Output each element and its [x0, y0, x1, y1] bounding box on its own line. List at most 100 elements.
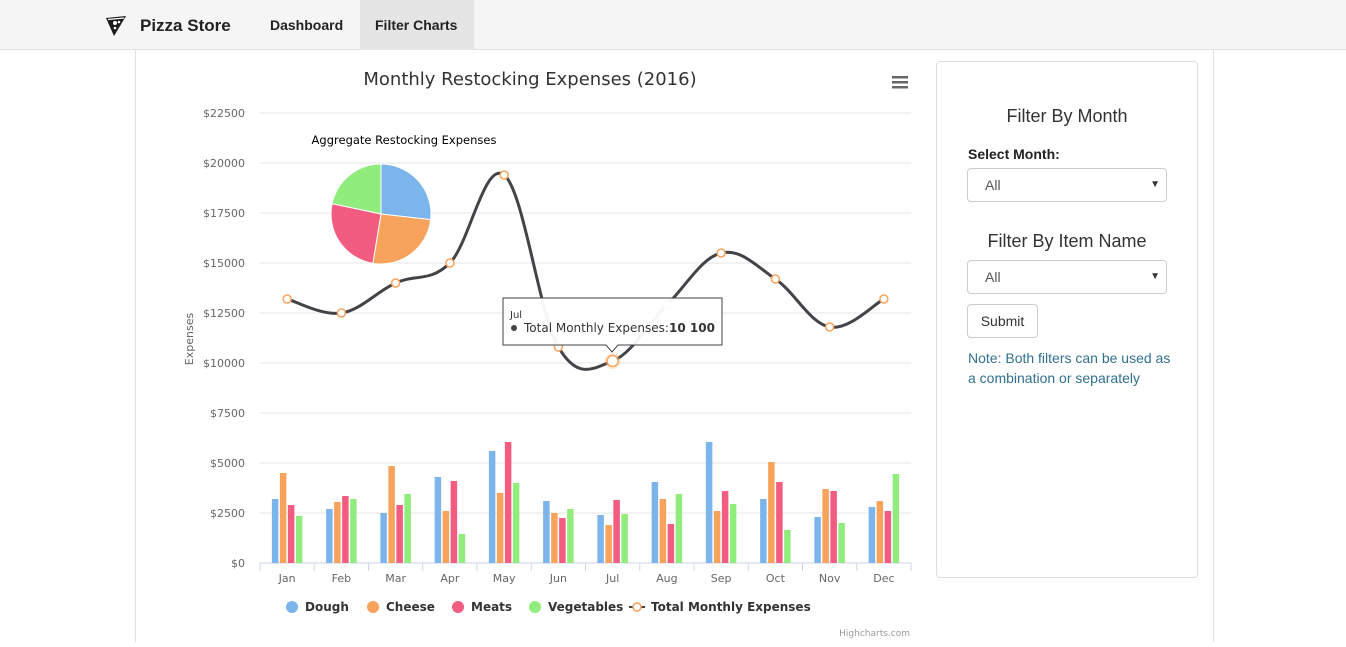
- line-point-oct[interactable]: [770, 274, 781, 284]
- tooltip: Jul Total Monthly Expenses: 10 100: [502, 297, 723, 353]
- item-select[interactable]: All ▼: [967, 260, 1167, 294]
- bar-dough-may[interactable]: [488, 451, 496, 563]
- submit-button[interactable]: Submit: [967, 304, 1038, 338]
- credits-link[interactable]: Highcharts.com: [839, 629, 910, 639]
- nav-filter-charts[interactable]: Filter Charts: [360, 0, 474, 50]
- bar-dough-jul[interactable]: [597, 515, 604, 563]
- bar-dough-jan[interactable]: [271, 499, 279, 563]
- item-filter-heading: Filter By Item Name: [987, 231, 1147, 251]
- nav-dashboard[interactable]: Dashboard: [270, 17, 344, 33]
- bar-dough-oct[interactable]: [760, 499, 767, 563]
- bar-meats-aug[interactable]: [667, 524, 675, 563]
- bar-vegetables-sep[interactable]: [729, 504, 737, 563]
- tooltip-value: 10 100: [669, 321, 715, 335]
- chart-title: Monthly Restocking Expenses (2016): [363, 69, 696, 90]
- bar-cheese-oct[interactable]: [768, 462, 775, 563]
- bar-vegetables-mar[interactable]: [404, 494, 411, 563]
- x-tick-label: Feb: [332, 572, 351, 585]
- line-point-nov[interactable]: [824, 322, 835, 332]
- bar-meats-apr[interactable]: [450, 481, 458, 563]
- chart-menu-icon[interactable]: [892, 76, 908, 89]
- pie-slice-vegetables[interactable]: [331, 163, 382, 215]
- bar-meats-feb[interactable]: [342, 496, 349, 563]
- bar-vegetables-aug[interactable]: [675, 494, 683, 563]
- bar-vegetables-jan[interactable]: [295, 516, 303, 563]
- legend-marker: [632, 602, 642, 612]
- restocking-chart: Monthly Restocking Expenses (2016) Expen…: [140, 55, 920, 642]
- chart-svg: Monthly Restocking Expenses (2016) Expen…: [183, 69, 912, 639]
- tooltip-series-label: Total Monthly Expenses:: [523, 321, 669, 335]
- legend-marker: [367, 601, 379, 613]
- bar-meats-jan[interactable]: [287, 505, 295, 563]
- bar-cheese-nov[interactable]: [822, 489, 829, 563]
- bar-vegetables-jul[interactable]: [621, 514, 628, 563]
- bar-cheese-aug[interactable]: [659, 499, 667, 563]
- bar-dough-mar[interactable]: [380, 513, 387, 563]
- bar-meats-jul[interactable]: [613, 500, 620, 563]
- bar-vegetables-may[interactable]: [512, 483, 520, 563]
- y-tick-label: $15000: [203, 257, 245, 270]
- line-point-mar[interactable]: [390, 278, 401, 288]
- bar-dough-jun[interactable]: [543, 501, 550, 563]
- legend-marker: [452, 601, 464, 613]
- x-tick-label: Jul: [605, 572, 619, 585]
- bar-cheese-jun[interactable]: [551, 513, 558, 563]
- item-select-value: All: [985, 269, 1001, 285]
- y-tick-label: $5000: [210, 457, 245, 470]
- bar-vegetables-nov[interactable]: [838, 523, 845, 563]
- legend-item-vegetables[interactable]: Vegetables: [548, 600, 623, 614]
- pie-slice-dough[interactable]: [380, 163, 432, 221]
- bar-meats-may[interactable]: [504, 442, 512, 563]
- bar-meats-nov[interactable]: [830, 491, 837, 563]
- bar-cheese-apr[interactable]: [442, 511, 450, 563]
- bar-dough-aug[interactable]: [651, 482, 659, 563]
- legend-item-total-monthly-expenses[interactable]: Total Monthly Expenses: [651, 600, 811, 614]
- bar-meats-jun[interactable]: [559, 518, 566, 563]
- bar-cheese-feb[interactable]: [334, 502, 341, 563]
- line-point-jul[interactable]: [606, 354, 619, 368]
- line-point-dec[interactable]: [879, 294, 889, 304]
- legend-marker: [286, 601, 298, 613]
- x-tick-label: Sep: [711, 572, 732, 585]
- bar-vegetables-jun[interactable]: [567, 509, 574, 563]
- y-axis-title: Expenses: [183, 313, 196, 366]
- line-point-jan[interactable]: [282, 294, 292, 304]
- pie-slice-cheese[interactable]: [372, 213, 432, 265]
- bar-dough-nov[interactable]: [814, 517, 821, 563]
- bar-cheese-jan[interactable]: [279, 473, 287, 563]
- bar-cheese-mar[interactable]: [388, 466, 395, 563]
- legend-item-dough[interactable]: Dough: [305, 600, 349, 614]
- legend-item-meats[interactable]: Meats: [471, 600, 512, 614]
- line-point-sep[interactable]: [716, 248, 726, 258]
- y-tick-label: $22500: [203, 107, 245, 120]
- bar-dough-dec[interactable]: [868, 507, 876, 563]
- line-point-may[interactable]: [499, 170, 509, 180]
- bar-vegetables-feb[interactable]: [350, 499, 357, 563]
- y-tick-label: $2500: [210, 507, 245, 520]
- bar-meats-sep[interactable]: [721, 491, 729, 563]
- bar-cheese-dec[interactable]: [876, 501, 884, 563]
- bar-vegetables-dec[interactable]: [892, 474, 900, 563]
- line-point-feb[interactable]: [336, 308, 347, 318]
- x-tick-label: Jan: [278, 572, 296, 585]
- y-tick-label: $10000: [203, 357, 245, 370]
- bar-dough-sep[interactable]: [705, 442, 713, 563]
- y-tick-label: $0: [231, 557, 245, 570]
- bar-dough-apr[interactable]: [434, 477, 442, 563]
- pie-slice-meats[interactable]: [330, 203, 382, 264]
- bar-meats-oct[interactable]: [776, 482, 783, 563]
- bar-meats-dec[interactable]: [884, 511, 892, 563]
- pie-title: Aggregate Restocking Expenses: [312, 133, 497, 147]
- line-point-apr[interactable]: [445, 258, 455, 268]
- month-select[interactable]: All ▼: [967, 168, 1167, 202]
- bar-cheese-sep[interactable]: [713, 511, 721, 563]
- bar-cheese-jul[interactable]: [605, 525, 612, 563]
- bar-vegetables-oct[interactable]: [784, 530, 791, 563]
- bar-vegetables-apr[interactable]: [458, 534, 466, 563]
- legend-item-cheese[interactable]: Cheese: [386, 600, 435, 614]
- bar-dough-feb[interactable]: [326, 509, 333, 563]
- brand[interactable]: Pizza Store: [104, 13, 231, 39]
- container-border-right: [1213, 50, 1214, 642]
- bar-cheese-may[interactable]: [496, 493, 504, 563]
- bar-meats-mar[interactable]: [396, 505, 403, 563]
